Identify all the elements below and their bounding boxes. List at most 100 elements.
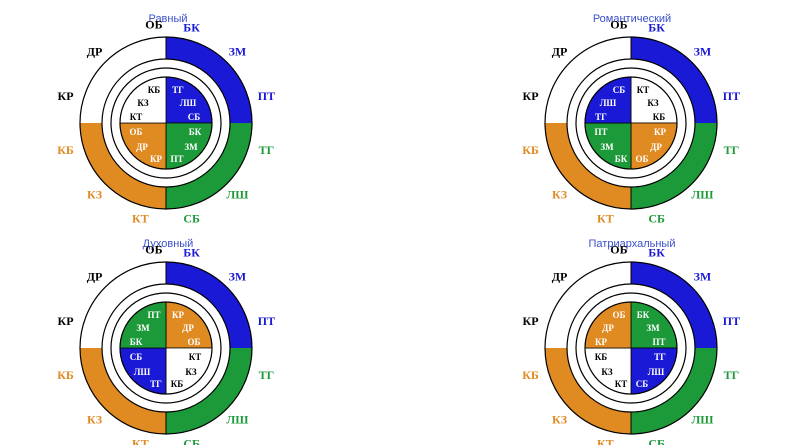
inner-quadrant-label: КБ — [595, 352, 608, 362]
outer-ring-label: КБ — [522, 368, 539, 382]
outer-ring-label: СБ — [648, 437, 665, 445]
inner-quadrant-label: ТГ — [150, 379, 162, 389]
outer-ring-label: ЛШ — [691, 187, 713, 201]
inner-circle-outline — [584, 301, 678, 395]
inner-quadrant-label: ЛШ — [180, 98, 197, 108]
outer-ring-label: ЗМ — [229, 270, 247, 284]
outer-ring-label: ДР — [552, 270, 568, 284]
outer-ring-segment — [545, 123, 631, 209]
inner-quadrant-label: КЗ — [137, 98, 149, 108]
outer-ring-segment — [80, 348, 166, 434]
outer-ring-segment — [631, 348, 717, 434]
outer-ring-label: ОБ — [610, 243, 627, 257]
inner-quadrant-label: КР — [172, 310, 185, 320]
outer-ring-label: ТГ — [259, 368, 275, 382]
inner-quadrant-label: ЗМ — [646, 323, 660, 333]
outer-ring-label: СБ — [183, 437, 200, 445]
inner-quadrant-label: СБ — [188, 112, 200, 122]
outer-ring-label: КТ — [132, 437, 149, 445]
inner-quadrant-label: КТ — [189, 352, 202, 362]
diagram-title: Духовный — [143, 238, 194, 250]
outer-ring-label: КЗ — [552, 187, 567, 201]
inner-quadrant-label: ОБ — [188, 337, 201, 347]
diagram-title: Романтический — [593, 13, 671, 25]
outer-ring-label: ЛШ — [226, 187, 248, 201]
outer-ring-segment — [166, 37, 252, 123]
ring-outline — [575, 292, 687, 404]
inner-quadrant-label: ЗМ — [136, 323, 150, 333]
inner-quadrant-label: ОБ — [130, 127, 143, 137]
inner-quadrant-label: ПТ — [147, 310, 160, 320]
outer-ring-label: ОБ — [145, 18, 162, 32]
outer-ring-label: ПТ — [723, 314, 740, 328]
inner-quadrant-label: КТ — [637, 85, 650, 95]
inner-quadrant-label: КБ — [171, 379, 184, 389]
inner-quadrant-label: ОБ — [613, 310, 626, 320]
outer-ring-label: БК — [183, 20, 200, 34]
outer-ring-label: КБ — [57, 143, 74, 157]
inner-quadrant-label: БК — [189, 127, 202, 137]
outer-ring-segment — [631, 123, 717, 209]
inner-quadrant-label: ТГ — [595, 112, 607, 122]
inner-quadrant-label: КБ — [653, 112, 666, 122]
inner-quadrant-label: СБ — [613, 85, 625, 95]
outer-ring-segment — [80, 262, 166, 348]
inner-quadrant-label: ЛШ — [648, 367, 665, 377]
inner-quadrant-label: ТГ — [172, 85, 184, 95]
outer-ring-label: КР — [523, 314, 539, 328]
outer-ring-label: ТГ — [259, 143, 275, 157]
inner-quadrant-label: БК — [130, 337, 143, 347]
inner-quadrant-label: КЗ — [185, 367, 197, 377]
outer-ring-label: КТ — [597, 437, 614, 445]
inner-quadrant-label: ЛШ — [600, 98, 617, 108]
outer-ring-label: ЛШ — [226, 412, 248, 426]
outer-ring-label: ТГ — [724, 143, 740, 157]
outer-ring-label: ДР — [87, 270, 103, 284]
inner-quadrant-label: СБ — [636, 379, 648, 389]
outer-ring-label: КР — [523, 89, 539, 103]
inner-quadrant-label: КТ — [615, 379, 628, 389]
outer-ring-segment — [631, 262, 717, 348]
inner-quadrant-label: БК — [615, 154, 628, 164]
inner-quadrant-label: ПТ — [594, 127, 607, 137]
outer-ring-label: ПТ — [258, 314, 275, 328]
outer-ring-label: БК — [183, 245, 200, 259]
outer-ring-segment — [166, 262, 252, 348]
outer-ring-segment — [545, 348, 631, 434]
inner-quadrant-label: КЗ — [601, 367, 613, 377]
outer-ring-label: ОБ — [610, 18, 627, 32]
inner-quadrant-label: КТ — [130, 112, 143, 122]
inner-quadrant-label: КР — [595, 337, 608, 347]
outer-ring-label: ОБ — [145, 243, 162, 257]
inner-quadrant-label: ДР — [602, 323, 614, 333]
inner-quadrant-label: ЗМ — [600, 142, 614, 152]
inner-quadrant-label: КР — [150, 154, 163, 164]
outer-ring-label: КБ — [522, 143, 539, 157]
outer-ring-label: СБ — [648, 212, 665, 226]
outer-ring-label: ЗМ — [694, 45, 712, 59]
inner-quadrant-label: ДР — [136, 142, 148, 152]
outer-ring-label: КР — [58, 314, 74, 328]
outer-ring-label: БК — [648, 20, 665, 34]
outer-ring-label: СБ — [183, 212, 200, 226]
outer-ring-label: ПТ — [258, 89, 275, 103]
outer-ring-label: КТ — [597, 212, 614, 226]
inner-quadrant-label: КБ — [148, 85, 161, 95]
outer-ring-segment — [166, 123, 252, 209]
outer-ring-label: ДР — [552, 45, 568, 59]
outer-ring-segment — [545, 262, 631, 348]
outer-ring-label: ЗМ — [694, 270, 712, 284]
inner-quadrant-label: ДР — [182, 323, 194, 333]
outer-ring-label: КЗ — [87, 412, 102, 426]
inner-quadrant-label: ЛШ — [134, 367, 151, 377]
inner-quadrant-label: ЗМ — [184, 142, 198, 152]
inner-quadrant-label: ТГ — [654, 352, 666, 362]
inner-circle-outline — [119, 301, 213, 395]
outer-ring-segment — [166, 348, 252, 434]
outer-ring-label: ТГ — [724, 368, 740, 382]
outer-ring-label: ЛШ — [691, 412, 713, 426]
inner-quadrant-label: КЗ — [647, 98, 659, 108]
